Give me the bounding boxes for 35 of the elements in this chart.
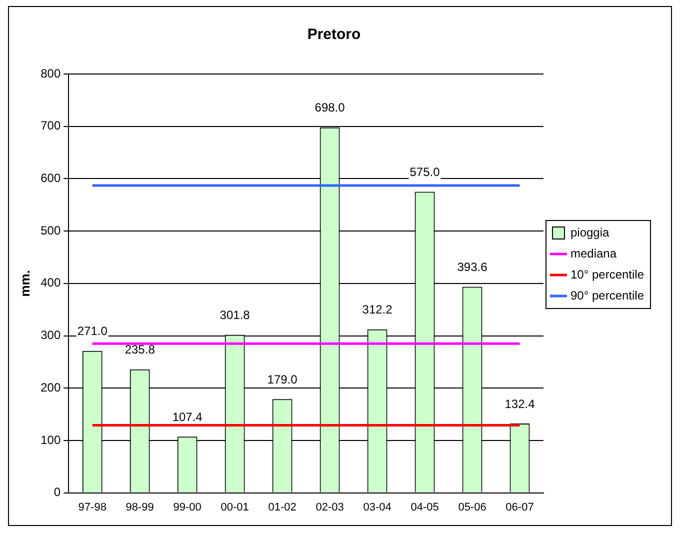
y-tick-label: 600	[40, 171, 61, 186]
x-tick-label: 04-05	[410, 501, 439, 514]
x-tick-label: 00-01	[220, 501, 249, 514]
y-tick-label: 200	[40, 380, 61, 394]
x-tick-label: 02-03	[316, 501, 344, 514]
x-tick-label: 03-04	[363, 501, 392, 514]
y-axis-title: mm.	[17, 270, 32, 297]
y-tick-label: 700	[40, 118, 61, 133]
data-label: 393.6	[457, 260, 488, 274]
x-tick-label: 98-99	[126, 501, 154, 514]
data-label: 107.4	[172, 410, 203, 424]
data-label: 132.4	[504, 396, 536, 411]
data-label: 312.2	[362, 302, 393, 317]
x-tick-label: 05-06	[458, 501, 486, 514]
y-tick-label: 0	[54, 485, 61, 500]
legend-label: 10° percentile	[570, 267, 644, 282]
data-label: 179.0	[267, 372, 298, 386]
chart-title: Pretoro	[307, 26, 361, 44]
y-tick-label: 500	[40, 223, 61, 238]
x-tick-label: 99-00	[173, 501, 202, 514]
data-label: 575.0	[410, 165, 440, 180]
y-tick-label: 100	[40, 432, 61, 447]
data-label: 301.8	[220, 308, 250, 322]
data-label: 271.0	[77, 324, 108, 338]
legend-label: mediana	[570, 246, 617, 260]
data-label: 235.8	[124, 342, 156, 357]
legend-label: pioggia	[570, 225, 610, 240]
x-tick-label: 97-98	[78, 501, 106, 514]
y-tick-label: 300	[40, 328, 61, 342]
x-tick-label: 06-07	[506, 501, 534, 514]
legend-label: 90° percentile	[570, 288, 644, 302]
y-tick-label: 400	[40, 276, 61, 290]
x-tick-label: 01-02	[268, 501, 296, 514]
y-tick-label: 800	[40, 66, 61, 80]
data-label: 698.0	[314, 100, 346, 115]
